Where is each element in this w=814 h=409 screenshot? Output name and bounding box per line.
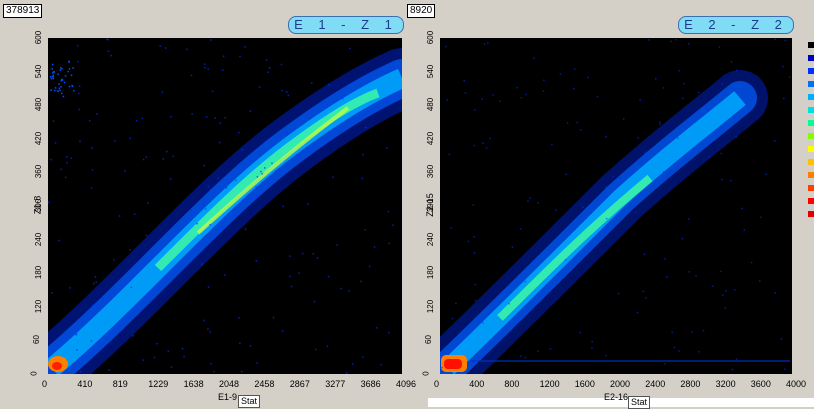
x-tick-label: 2800 bbox=[680, 379, 700, 389]
stat-button-left[interactable]: Stat bbox=[238, 395, 260, 408]
x-tick-label: 4096 bbox=[396, 379, 416, 389]
density-plot-left bbox=[48, 38, 402, 374]
x-tick-label: 0 bbox=[434, 379, 439, 389]
x-tick-label: 2458 bbox=[254, 379, 274, 389]
y-tick-label: 240 bbox=[426, 232, 435, 245]
y-tick-label: 600 bbox=[34, 31, 43, 44]
event-count-right: 8920 bbox=[407, 4, 435, 18]
legend-swatch bbox=[808, 185, 814, 191]
histogram-title-left[interactable]: E 1 - Z 1 bbox=[288, 16, 404, 34]
x-tick-label: 819 bbox=[113, 379, 128, 389]
y-axis-label-right: Z2-15 bbox=[425, 193, 435, 217]
y-axis-label-left: Z1-8 bbox=[32, 196, 42, 215]
event-count-left: 378913 bbox=[3, 4, 42, 18]
histogram-title-right[interactable]: E 2 - Z 2 bbox=[678, 16, 794, 34]
y-tick-label: 180 bbox=[426, 266, 435, 279]
y-tick-label: 0 bbox=[422, 371, 431, 375]
x-axis-label-left: E1-9 bbox=[218, 392, 237, 402]
legend-swatch bbox=[808, 81, 814, 87]
y-tick-label: 420 bbox=[426, 132, 435, 145]
x-tick-label: 400 bbox=[469, 379, 484, 389]
legend-swatch bbox=[808, 120, 814, 126]
y-tick-label: 600 bbox=[426, 31, 435, 44]
x-tick-label: 3686 bbox=[361, 379, 381, 389]
legend-swatch bbox=[808, 133, 814, 139]
legend-swatch bbox=[808, 94, 814, 100]
x-tick-label: 2048 bbox=[219, 379, 239, 389]
x-tick-label: 3200 bbox=[716, 379, 736, 389]
legend-swatch bbox=[808, 172, 814, 178]
x-tick-label: 3600 bbox=[751, 379, 771, 389]
x-tick-label: 800 bbox=[504, 379, 519, 389]
x-tick-label: 2000 bbox=[610, 379, 630, 389]
x-tick-label: 410 bbox=[77, 379, 92, 389]
density-plot-right bbox=[440, 38, 792, 374]
legend-swatch bbox=[808, 107, 814, 113]
legend-swatch bbox=[808, 211, 814, 217]
y-tick-label: 180 bbox=[34, 266, 43, 279]
y-tick-label: 240 bbox=[34, 232, 43, 245]
y-tick-label: 60 bbox=[32, 335, 41, 344]
legend-swatch bbox=[808, 198, 814, 204]
legend-swatch bbox=[808, 159, 814, 165]
x-tick-label: 1600 bbox=[575, 379, 595, 389]
scatter-plot-left[interactable] bbox=[48, 38, 402, 374]
x-tick-label: 1229 bbox=[148, 379, 168, 389]
y-tick-label: 0 bbox=[30, 371, 39, 375]
x-tick-label: 1638 bbox=[184, 379, 204, 389]
x-tick-label: 3277 bbox=[325, 379, 345, 389]
legend-swatch bbox=[808, 146, 814, 152]
y-tick-label: 540 bbox=[426, 64, 435, 77]
legend-swatch bbox=[808, 42, 814, 48]
color-scale-legend bbox=[808, 42, 814, 224]
x-tick-label: 0 bbox=[42, 379, 47, 389]
y-tick-label: 120 bbox=[34, 300, 43, 313]
y-tick-label: 120 bbox=[426, 300, 435, 313]
y-tick-label: 480 bbox=[426, 98, 435, 111]
y-tick-label: 420 bbox=[34, 132, 43, 145]
y-tick-label: 60 bbox=[424, 335, 433, 344]
y-tick-label: 540 bbox=[34, 64, 43, 77]
scatter-plot-right[interactable] bbox=[440, 38, 792, 374]
y-tick-label: 360 bbox=[34, 165, 43, 178]
x-axis-label-right: E2-16 bbox=[604, 392, 628, 402]
x-tick-label: 2400 bbox=[645, 379, 665, 389]
legend-swatch bbox=[808, 55, 814, 61]
legend-swatch bbox=[808, 68, 814, 74]
y-tick-label: 360 bbox=[426, 165, 435, 178]
x-tick-label: 4000 bbox=[786, 379, 806, 389]
stat-button-right[interactable]: Stat bbox=[628, 396, 650, 409]
x-tick-label: 1200 bbox=[540, 379, 560, 389]
y-tick-label: 480 bbox=[34, 98, 43, 111]
x-tick-label: 2867 bbox=[290, 379, 310, 389]
